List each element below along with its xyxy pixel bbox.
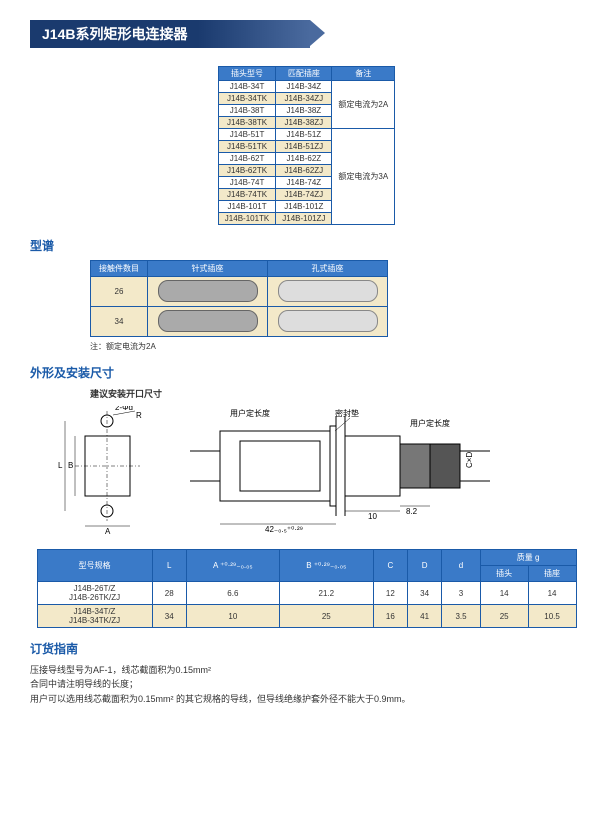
t3-h-mass: 质量 g bbox=[480, 550, 576, 566]
t3-h-m1: 插头 bbox=[480, 566, 528, 582]
t1-c: J14B-74TK bbox=[218, 189, 275, 201]
t2-count2: 34 bbox=[91, 307, 148, 337]
t1-c: J14B-74T bbox=[218, 177, 275, 189]
t3-h-C: C bbox=[373, 550, 407, 582]
t3-h-model: 型号规格 bbox=[37, 550, 152, 582]
t1-h2: 匹配插座 bbox=[276, 67, 332, 81]
t1-c: J14B-62T bbox=[218, 153, 275, 165]
t1-c: J14B-34T bbox=[218, 81, 275, 93]
t1-c: J14B-51T bbox=[218, 129, 275, 141]
section-model-heading: 型谱 bbox=[30, 237, 583, 254]
model-table: 接触件数目 针式插座 孔式插座 26 34 bbox=[90, 260, 388, 337]
t1-note2: 额定电流为3A bbox=[332, 129, 395, 225]
t1-c: J14B-62ZJ bbox=[276, 165, 332, 177]
t1-c: J14B-74ZJ bbox=[276, 189, 332, 201]
t2-footnote: 注：额定电流为2A bbox=[90, 341, 583, 352]
t3-c: 21.2 bbox=[279, 582, 373, 605]
t3-c: 14 bbox=[528, 582, 576, 605]
matching-table: 插头型号 匹配插座 备注 J14B-34TJ14B-34Z额定电流为2A J14… bbox=[218, 66, 395, 225]
connector-male-26 bbox=[268, 277, 388, 307]
t1-c: J14B-62Z bbox=[276, 153, 332, 165]
t3-c: 3.5 bbox=[442, 605, 481, 628]
t3-c: 10 bbox=[186, 605, 279, 628]
t2-h2: 针式插座 bbox=[148, 261, 268, 277]
t1-c: J14B-101ZJ bbox=[276, 213, 332, 225]
svg-text:用户定长度: 用户定长度 bbox=[230, 408, 270, 418]
svg-text:密封垫: 密封垫 bbox=[335, 408, 359, 418]
t3-r1-model: J14B-26T/ZJ14B-26TK/ZJ bbox=[37, 582, 152, 605]
t1-c: J14B-101TK bbox=[218, 213, 275, 225]
dimension-diagrams: 2-Φd R L B A 用户定长度 密封垫 用户定长度 bbox=[50, 406, 583, 539]
t3-c: 12 bbox=[373, 582, 407, 605]
dimension-table: 型号规格 L A ⁺⁰·²⁹₋₀.₀₅ B ⁺⁰·²⁹₋₀.₀₅ C D d 质… bbox=[37, 549, 577, 628]
t1-h1: 插头型号 bbox=[218, 67, 275, 81]
order-line-2: 合同中请注明导线的长度； bbox=[30, 677, 583, 691]
t2-count1: 26 bbox=[91, 277, 148, 307]
t3-c: 28 bbox=[152, 582, 186, 605]
connector-female-26 bbox=[148, 277, 268, 307]
t3-c: 3 bbox=[442, 582, 481, 605]
t3-h-A: A ⁺⁰·²⁹₋₀.₀₅ bbox=[186, 550, 279, 582]
t1-c: J14B-51Z bbox=[276, 129, 332, 141]
order-line-3: 用户可以选用线芯截面积为0.15mm² 的其它规格的导线，但导线绝缘护套外径不能… bbox=[30, 692, 583, 706]
order-line-1: 压接导线型号为AF-1，线芯截面积为0.15mm² bbox=[30, 663, 583, 677]
t3-c: 6.6 bbox=[186, 582, 279, 605]
t1-c: J14B-34TK bbox=[218, 93, 275, 105]
t3-r2-model: J14B-34T/ZJ14B-34TK/ZJ bbox=[37, 605, 152, 628]
t1-c: J14B-101Z bbox=[276, 201, 332, 213]
assembly-diagram: 用户定长度 密封垫 用户定长度 C×D 10 bbox=[190, 406, 490, 539]
t1-c: J14B-51ZJ bbox=[276, 141, 332, 153]
t1-note1: 额定电流为2A bbox=[332, 81, 395, 129]
t2-h1: 接触件数目 bbox=[91, 261, 148, 277]
t1-c: J14B-38ZJ bbox=[276, 117, 332, 129]
t3-c: 34 bbox=[408, 582, 442, 605]
page-title: J14B系列矩形电连接器 bbox=[42, 26, 187, 42]
t2-h3: 孔式插座 bbox=[268, 261, 388, 277]
t1-c: J14B-34Z bbox=[276, 81, 332, 93]
t3-h-d: d bbox=[442, 550, 481, 582]
opening-diagram: 2-Φd R L B A bbox=[50, 406, 170, 539]
t3-c: 14 bbox=[480, 582, 528, 605]
t3-c: 25 bbox=[279, 605, 373, 628]
connector-male-34 bbox=[268, 307, 388, 337]
t1-c: J14B-62TK bbox=[218, 165, 275, 177]
t1-c: J14B-51TK bbox=[218, 141, 275, 153]
svg-text:R: R bbox=[136, 411, 142, 420]
dim-sub-label: 建议安装开口尺寸 bbox=[90, 387, 583, 400]
t1-h3: 备注 bbox=[332, 67, 395, 81]
t3-h-L: L bbox=[152, 550, 186, 582]
svg-text:2-Φd: 2-Φd bbox=[115, 406, 133, 412]
t1-c: J14B-74Z bbox=[276, 177, 332, 189]
section-dim-heading: 外形及安装尺寸 bbox=[30, 364, 583, 381]
page-title-banner: J14B系列矩形电连接器 bbox=[30, 20, 310, 48]
order-guide-text: 压接导线型号为AF-1，线芯截面积为0.15mm² 合同中请注明导线的长度； 用… bbox=[30, 663, 583, 706]
section-order-heading: 订货指南 bbox=[30, 640, 583, 657]
t1-c: J14B-101T bbox=[218, 201, 275, 213]
t3-c: 16 bbox=[373, 605, 407, 628]
t1-c: J14B-38TK bbox=[218, 117, 275, 129]
svg-text:A: A bbox=[105, 527, 111, 536]
t3-c: 25 bbox=[480, 605, 528, 628]
t1-c: J14B-38T bbox=[218, 105, 275, 117]
t3-c: 34 bbox=[152, 605, 186, 628]
t3-c: 41 bbox=[408, 605, 442, 628]
svg-text:B: B bbox=[68, 461, 73, 470]
connector-female-34 bbox=[148, 307, 268, 337]
svg-text:C×D: C×D bbox=[465, 452, 474, 468]
svg-text:42₋₀.₅⁺⁰·²⁹: 42₋₀.₅⁺⁰·²⁹ bbox=[265, 525, 303, 534]
t1-c: J14B-34ZJ bbox=[276, 93, 332, 105]
t3-h-D: D bbox=[408, 550, 442, 582]
t1-c: J14B-38Z bbox=[276, 105, 332, 117]
svg-text:L: L bbox=[58, 461, 63, 470]
t3-h-B: B ⁺⁰·²⁹₋₀.₀₅ bbox=[279, 550, 373, 582]
t3-h-m2: 插座 bbox=[528, 566, 576, 582]
svg-text:用户定长度: 用户定长度 bbox=[410, 418, 450, 428]
t3-c: 10.5 bbox=[528, 605, 576, 628]
svg-text:10: 10 bbox=[368, 512, 377, 521]
svg-text:8.2: 8.2 bbox=[406, 507, 418, 516]
